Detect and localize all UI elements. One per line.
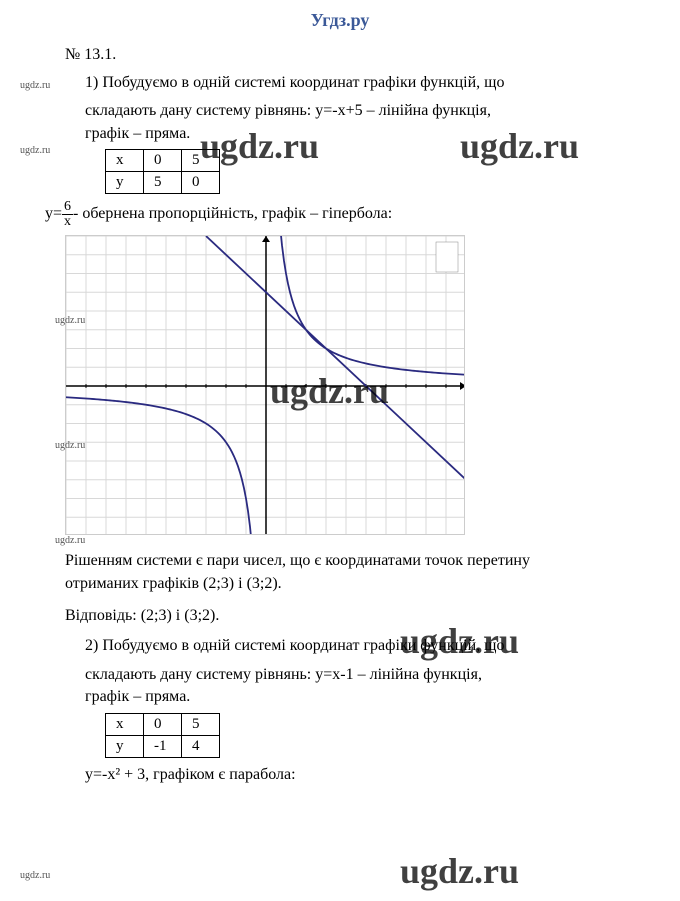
watermark-big: ugdz.ru	[400, 850, 519, 892]
item-2: 2) Побудуємо в одній системі координат г…	[85, 635, 650, 657]
table-cell: y	[106, 735, 144, 757]
table-cell: 5	[182, 713, 220, 735]
fraction: 6x	[62, 200, 73, 229]
item-2-text1: Побудуємо в одній системі координат граф…	[102, 637, 504, 654]
formula-prefix: y=	[45, 205, 62, 222]
solution-text-2: отриманих графіків (2;3) і (3;2).	[65, 573, 650, 595]
watermark-small: ugdz.ru	[55, 315, 85, 326]
solution-text-1: Рішенням системи є пари чисел, що є коор…	[65, 550, 650, 572]
chart-container	[65, 235, 650, 540]
page-header: Угдз.ру	[30, 10, 650, 31]
item-2-text3: графік – пряма.	[85, 686, 650, 708]
watermark-small: ugdz.ru	[55, 535, 85, 546]
formula-rest: обернена пропорційність, графік – гіперб…	[78, 205, 392, 222]
table-cell: x	[106, 713, 144, 735]
denominator: x	[62, 215, 73, 229]
table-cell: 4	[182, 735, 220, 757]
watermark-small: ugdz.ru	[20, 145, 50, 156]
table-cell: y	[106, 172, 144, 194]
watermark-small: ugdz.ru	[55, 440, 85, 451]
table-cell: -1	[144, 735, 182, 757]
item-2-text2: складають дану систему рівнянь: y=x-1 – …	[85, 664, 650, 686]
item-2-num: 2)	[85, 637, 98, 654]
item-1-text3: графік – пряма.	[85, 123, 650, 145]
table-cell: 0	[182, 172, 220, 194]
table-cell: 0	[144, 713, 182, 735]
formula-hyperbola: y=6x- обернена пропорційність, графік – …	[45, 200, 650, 229]
table-1: x 0 5 y 5 0	[105, 149, 650, 194]
item-1-num: 1)	[85, 74, 98, 91]
answer-text: Відповідь: (2;3) і (3;2).	[65, 605, 650, 627]
watermark-small: ugdz.ru	[20, 80, 50, 91]
problem-number: № 13.1.	[65, 46, 650, 64]
table-cell: 5	[144, 172, 182, 194]
item-1-text2: складають дану систему рівнянь: y=-x+5 –…	[85, 100, 650, 122]
item-1: 1) Побудуємо в одній системі координат г…	[85, 72, 650, 94]
chart-svg	[65, 235, 465, 535]
table-2: x 0 5 y -1 4	[105, 713, 650, 758]
table-cell: 0	[144, 150, 182, 172]
watermark-small: ugdz.ru	[20, 870, 50, 881]
table-cell: 5	[182, 150, 220, 172]
numerator: 6	[62, 200, 73, 215]
formula-parabola: y=-x² + 3, графіком є парабола:	[85, 764, 650, 786]
table-cell: x	[106, 150, 144, 172]
item-1-text1: Побудуємо в одній системі координат граф…	[102, 74, 504, 91]
